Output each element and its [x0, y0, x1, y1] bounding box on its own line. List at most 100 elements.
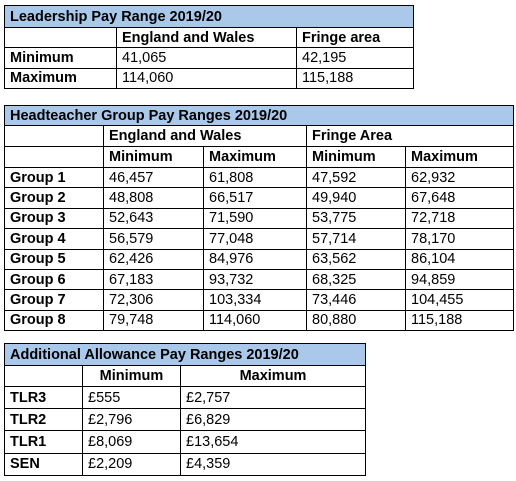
data-row: Minimum 41,065 42,195 [4, 47, 415, 69]
value-cell: 57,714 [306, 228, 406, 250]
group-header: Fringe Area [305, 125, 515, 147]
value-cell: 114,060 [203, 309, 307, 332]
value-cell: 77,048 [203, 228, 307, 250]
value-cell: 62,426 [103, 248, 204, 270]
value-cell: 49,940 [306, 187, 406, 209]
value-cell: £4,359 [179, 452, 367, 476]
pay-table: Leadership Pay Range 2019/20 England and … [3, 5, 415, 89]
value-cell: 63,562 [306, 248, 406, 270]
value-cell: 67,183 [103, 268, 204, 291]
value-cell: 62,932 [404, 166, 515, 189]
group-header-row: England and Wales Fringe Area [4, 125, 515, 147]
data-row: Group 8 79,748 114,060 80,880 115,188 [4, 309, 515, 332]
table-title: Additional Allowance Pay Ranges 2019/20 [3, 343, 367, 366]
row-label: Minimum [4, 47, 117, 69]
value-cell: 72,718 [404, 207, 515, 230]
group-header: England and Wales [103, 125, 307, 147]
row-label: TLR3 [4, 385, 83, 410]
value-cell: 73,446 [306, 289, 406, 311]
value-cell: 56,579 [103, 228, 204, 250]
column-header: England and Wales [116, 27, 297, 48]
data-row: TLR2 £2,796 £6,829 [4, 408, 367, 432]
value-cell: 78,170 [404, 228, 515, 250]
value-cell: 115,188 [404, 309, 515, 332]
row-label: Group 3 [4, 207, 104, 230]
data-row: Group 1 46,457 61,808 47,592 62,932 [4, 166, 515, 189]
value-cell: 53,775 [306, 207, 406, 230]
title-row: Leadership Pay Range 2019/20 [3, 5, 415, 28]
data-row: Group 2 48,808 66,517 49,940 67,648 [4, 187, 515, 209]
data-row: SEN £2,209 £4,359 [4, 452, 367, 476]
data-row: TLR3 £555 £2,757 [4, 385, 367, 410]
title-row: Additional Allowance Pay Ranges 2019/20 [3, 343, 367, 366]
header-row: Minimum Maximum Minimum Maximum [4, 146, 515, 168]
header-row: England and Wales Fringe area [4, 27, 415, 48]
data-row: Maximum 114,060 115,188 [4, 67, 415, 89]
data-row: Group 4 56,579 77,048 57,714 78,170 [4, 228, 515, 250]
value-cell: £2,209 [82, 452, 181, 476]
value-cell: 80,880 [306, 309, 406, 332]
column-header: Minimum [306, 146, 406, 168]
empty-cell [4, 146, 104, 168]
empty-cell [4, 125, 104, 147]
column-header: Fringe area [295, 27, 415, 48]
pay-table: Additional Allowance Pay Ranges 2019/20 M… [3, 343, 367, 476]
row-label: Group 7 [4, 289, 104, 311]
value-cell: 61,808 [203, 166, 307, 189]
value-cell: 114,060 [116, 67, 297, 89]
value-cell: £6,829 [179, 408, 367, 432]
table-title: Headteacher Group Pay Ranges 2019/20 [3, 105, 515, 126]
row-label: TLR2 [4, 408, 83, 432]
data-row: Group 6 67,183 93,732 68,325 94,859 [4, 268, 515, 291]
row-label: Group 2 [4, 187, 104, 209]
value-cell: £13,654 [179, 430, 367, 454]
table-title: Leadership Pay Range 2019/20 [3, 5, 415, 28]
row-label: Maximum [4, 67, 117, 89]
empty-cell [4, 365, 83, 387]
value-cell: £2,757 [179, 385, 367, 410]
value-cell: 72,306 [103, 289, 204, 311]
column-header: Maximum [179, 365, 367, 387]
row-label: TLR1 [4, 430, 83, 454]
empty-cell [4, 27, 117, 48]
value-cell: 84,976 [203, 248, 307, 270]
value-cell: £2,796 [82, 408, 181, 432]
row-label: Group 8 [4, 309, 104, 332]
pay-table: Headteacher Group Pay Ranges 2019/20 Engl… [3, 105, 515, 332]
value-cell: 67,648 [404, 187, 515, 209]
value-cell: 93,732 [203, 268, 307, 291]
value-cell: 86,104 [404, 248, 515, 270]
row-label: Group 1 [4, 166, 104, 189]
data-row: Group 7 72,306 103,334 73,446 104,455 [4, 289, 515, 311]
row-label: SEN [4, 452, 83, 476]
value-cell: 66,517 [203, 187, 307, 209]
title-row: Headteacher Group Pay Ranges 2019/20 [3, 105, 515, 126]
value-cell: 79,748 [103, 309, 204, 332]
value-cell: 52,643 [103, 207, 204, 230]
value-cell: 104,455 [404, 289, 515, 311]
row-label: Group 6 [4, 268, 104, 291]
column-header: Minimum [103, 146, 204, 168]
header-row: Minimum Maximum [4, 365, 367, 387]
value-cell: 41,065 [116, 47, 297, 69]
value-cell: 47,592 [306, 166, 406, 189]
value-cell: 94,859 [404, 268, 515, 291]
row-label: Group 5 [4, 248, 104, 270]
data-row: Group 5 62,426 84,976 63,562 86,104 [4, 248, 515, 270]
value-cell: 42,195 [295, 47, 415, 69]
column-header: Maximum [203, 146, 307, 168]
data-row: TLR1 £8,069 £13,654 [4, 430, 367, 454]
column-header: Maximum [404, 146, 515, 168]
value-cell: 71,590 [203, 207, 307, 230]
value-cell: 68,325 [306, 268, 406, 291]
value-cell: 115,188 [295, 67, 415, 89]
value-cell: £8,069 [82, 430, 181, 454]
row-label: Group 4 [4, 228, 104, 250]
value-cell: 103,334 [203, 289, 307, 311]
value-cell: £555 [82, 385, 181, 410]
value-cell: 46,457 [103, 166, 204, 189]
column-header: Minimum [82, 365, 181, 387]
value-cell: 48,808 [103, 187, 204, 209]
data-row: Group 3 52,643 71,590 53,775 72,718 [4, 207, 515, 230]
